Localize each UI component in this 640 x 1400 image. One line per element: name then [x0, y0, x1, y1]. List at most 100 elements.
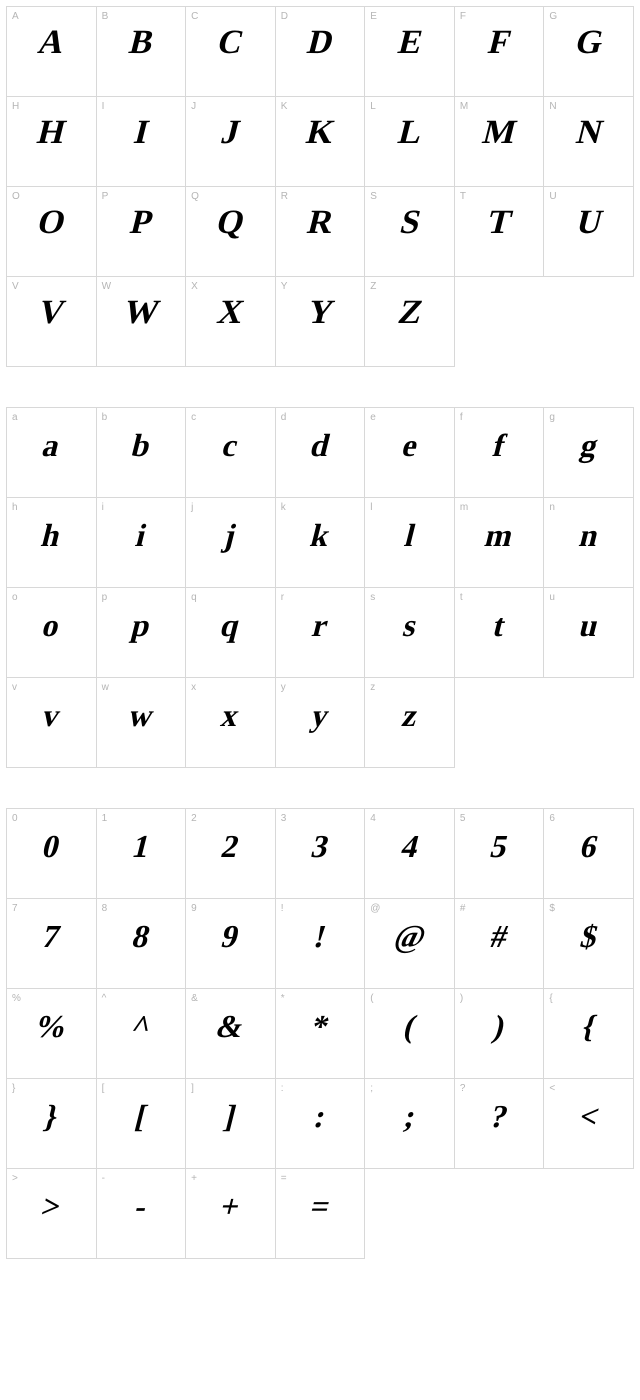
glyph-cell: 99	[186, 899, 276, 989]
glyph-cell-label: +	[191, 1173, 197, 1184]
glyph-cell: kk	[276, 498, 366, 588]
glyph-cell-label: %	[12, 993, 21, 1004]
glyph-cell-label: X	[191, 281, 198, 292]
glyph-cell-label: x	[191, 682, 196, 693]
glyph-cell-label: *	[281, 993, 285, 1004]
section-lowercase: aabbccddeeffgghhiijjkkllmmnnooppqqrrsstt…	[6, 407, 634, 768]
glyph-character: c	[220, 429, 241, 461]
glyph-cell: zz	[365, 678, 455, 768]
glyph-cell: ZZ	[365, 277, 455, 367]
glyph-character: U	[573, 206, 605, 240]
glyph-cell-label: >	[12, 1173, 18, 1184]
glyph-cell: YY	[276, 277, 366, 367]
glyph-character: :	[311, 1100, 329, 1132]
glyph-cell: ;;	[365, 1079, 455, 1169]
glyph-cell-label: &	[191, 993, 198, 1004]
glyph-cell-label: l	[370, 502, 372, 513]
glyph-cell: 33	[276, 809, 366, 899]
glyph-cell: XX	[186, 277, 276, 367]
glyph-cell: ]]	[186, 1079, 276, 1169]
glyph-cell-label: p	[102, 592, 108, 603]
glyph-character: D	[304, 26, 336, 60]
glyph-cell-label: 4	[370, 813, 376, 824]
glyph-cell: %%	[7, 989, 97, 1079]
glyph-character: b	[128, 429, 153, 461]
glyph-cell: ((	[365, 989, 455, 1079]
glyph-cell-label: U	[549, 191, 556, 202]
glyph-cell: II	[97, 97, 187, 187]
glyph-cell-label: W	[102, 281, 111, 292]
glyph-cell: }}	[7, 1079, 97, 1169]
glyph-cell-label: ^	[102, 993, 107, 1004]
glyph-character: e	[399, 429, 420, 461]
glyph-cell-label: (	[370, 993, 373, 1004]
glyph-character: S	[396, 206, 422, 240]
glyph-cell-label: <	[549, 1083, 555, 1094]
glyph-cell: !!	[276, 899, 366, 989]
glyph-character: L	[394, 116, 424, 150]
glyph-cell: {{	[544, 989, 634, 1079]
glyph-character: u	[576, 609, 601, 641]
glyph-cell-label: j	[191, 502, 193, 513]
glyph-cell-label: c	[191, 412, 196, 423]
glyph-cell: JJ	[186, 97, 276, 187]
glyph-cell-label: $	[549, 903, 555, 914]
glyph-cell-label: k	[281, 502, 286, 513]
glyph-character: !	[311, 920, 329, 952]
glyph-cell: NN	[544, 97, 634, 187]
glyph-character: a	[40, 429, 63, 461]
glyph-cell-label: H	[12, 101, 19, 112]
glyph-cell: nn	[544, 498, 634, 588]
glyph-character: C	[214, 26, 246, 60]
glyph-character: 8	[129, 920, 152, 952]
glyph-cell-label: V	[12, 281, 19, 292]
glyph-character: B	[126, 26, 156, 60]
glyph-cell: FF	[455, 7, 545, 97]
glyph-cell: 66	[544, 809, 634, 899]
glyph-character: #	[488, 920, 511, 952]
glyph-character: }	[41, 1100, 61, 1132]
glyph-character: p	[128, 609, 153, 641]
glyph-cell-label: v	[12, 682, 17, 693]
glyph-cell: gg	[544, 408, 634, 498]
glyph-character: ]	[222, 1100, 240, 1132]
glyph-grid: AABBCCDDEEFFGGHHIIJJKKLLMMNNOOPPQQRRSSTT…	[6, 6, 634, 367]
glyph-cell: >>	[7, 1169, 97, 1259]
glyph-character: j	[222, 519, 240, 551]
glyph-cell: EE	[365, 7, 455, 97]
glyph-cell: WW	[97, 277, 187, 367]
glyph-cell-empty	[365, 1169, 455, 1259]
glyph-cell-label: ;	[370, 1083, 373, 1094]
glyph-cell-label: T	[460, 191, 466, 202]
glyph-character: {	[579, 1010, 599, 1042]
glyph-character: &	[214, 1010, 248, 1042]
glyph-cell-label: L	[370, 101, 376, 112]
glyph-cell: tt	[455, 588, 545, 678]
glyph-character: H	[34, 116, 68, 150]
glyph-cell-label: Q	[191, 191, 199, 202]
glyph-cell: xx	[186, 678, 276, 768]
glyph-character: r	[309, 609, 330, 641]
glyph-cell-label: C	[191, 11, 198, 22]
glyph-character: F	[485, 26, 513, 60]
glyph-character: J	[218, 116, 242, 150]
glyph-cell: pp	[97, 588, 187, 678]
glyph-character: R	[304, 206, 336, 240]
glyph-cell: **	[276, 989, 366, 1079]
glyph-cell: MM	[455, 97, 545, 187]
glyph-cell-label: }	[12, 1083, 15, 1094]
glyph-cell-label: 2	[191, 813, 197, 824]
glyph-cell-label: y	[281, 682, 286, 693]
glyph-cell-label: N	[549, 101, 556, 112]
glyph-cell: vv	[7, 678, 97, 768]
glyph-cell-label: B	[102, 11, 109, 22]
glyph-grid: aabbccddeeffgghhiijjkkllmmnnooppqqrrsstt…	[6, 407, 634, 768]
glyph-cell-empty	[455, 277, 545, 367]
glyph-cell: &&	[186, 989, 276, 1079]
glyph-cell: ??	[455, 1079, 545, 1169]
glyph-cell-label: 8	[102, 903, 108, 914]
glyph-cell-label: )	[460, 993, 463, 1004]
glyph-character: h	[39, 519, 64, 551]
glyph-character: K	[303, 116, 337, 150]
glyph-cell-label: o	[12, 592, 18, 603]
